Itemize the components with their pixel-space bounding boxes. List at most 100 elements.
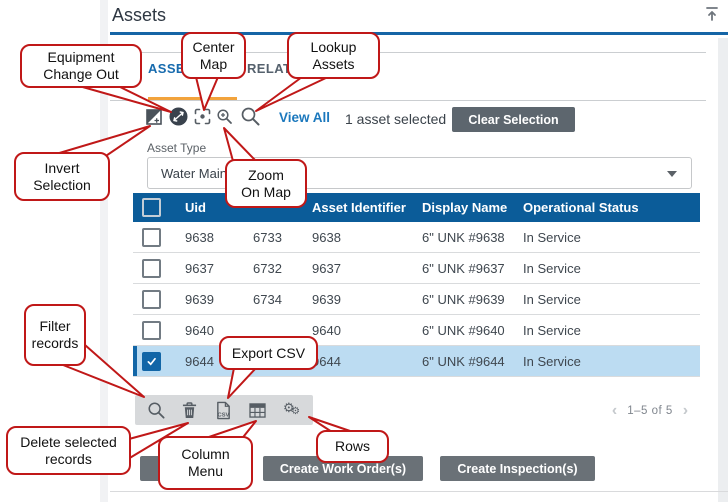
page-title: Assets xyxy=(112,5,167,25)
rows-settings-icon[interactable]: ⚙ ⚙ xyxy=(283,400,300,417)
row-checkbox[interactable] xyxy=(142,258,161,278)
cell-uid: 9637 xyxy=(185,260,214,276)
callout-text: Zoom xyxy=(248,166,284,183)
asset-type-label: Asset Type xyxy=(147,141,207,155)
cell-display-name: 6" UNK #9639 xyxy=(422,291,505,307)
cell-asset-identifier: 9640 xyxy=(312,322,341,338)
zoom-on-map-icon[interactable] xyxy=(216,108,233,125)
table-header-row: Uid Asset Identifier Display Name Operat… xyxy=(133,193,700,222)
callout-text: On Map xyxy=(241,183,291,200)
tabs-bottom-divider xyxy=(110,100,706,101)
column-header-asset-identifier[interactable]: Asset Identifier xyxy=(312,200,406,215)
callout-text: records xyxy=(31,335,79,351)
tail-lookup-assets xyxy=(255,76,329,112)
table-row[interactable]: 9637 6732 9637 6" UNK #9637 In Service xyxy=(133,253,700,284)
column-header-uid[interactable]: Uid xyxy=(185,200,206,215)
row-checkbox[interactable] xyxy=(142,320,161,340)
export-csv-icon[interactable]: CSV xyxy=(215,401,232,420)
column-menu-icon[interactable] xyxy=(249,402,266,418)
cell-col2: 6732 xyxy=(253,260,282,276)
cell-operational-status: In Service xyxy=(523,353,581,369)
equipment-change-out-icon[interactable] xyxy=(169,107,188,126)
cell-uid: 9644 xyxy=(185,353,214,369)
svg-text:CSV: CSV xyxy=(217,412,229,418)
page-next-icon[interactable]: › xyxy=(682,402,689,419)
callout-text: Center xyxy=(192,38,235,55)
cell-display-name: 6" UNK #9644 xyxy=(422,353,505,369)
cell-asset-identifier: 9639 xyxy=(312,291,341,307)
header-divider xyxy=(110,32,728,35)
callout-text: Assets xyxy=(312,55,355,72)
callout-center-map: Center Map xyxy=(181,32,246,79)
table-actions-toolbar: CSV ⚙ ⚙ xyxy=(135,395,313,425)
callout-column-menu: Column Menu xyxy=(158,436,253,490)
invert-selection-icon[interactable] xyxy=(146,109,162,125)
callout-text: Equipment xyxy=(47,49,115,65)
callout-filter-records: Filter records xyxy=(24,304,86,366)
cell-operational-status: In Service xyxy=(523,229,581,245)
tail-center-map xyxy=(195,76,219,111)
column-header-display-name[interactable]: Display Name xyxy=(422,200,508,215)
cell-asset-identifier: 9644 xyxy=(312,353,341,369)
chevron-down-icon xyxy=(667,171,677,177)
row-checkbox[interactable] xyxy=(142,227,161,247)
create-inspection-button[interactable]: Create Inspection(s) xyxy=(440,456,595,481)
callout-text: records xyxy=(45,450,92,467)
select-all-checkbox[interactable] xyxy=(142,198,161,217)
pagination: ‹ 1–5 of 5 › xyxy=(598,400,702,422)
tabs-top-divider xyxy=(110,52,706,53)
callout-text: Filter xyxy=(39,318,71,334)
cell-operational-status: In Service xyxy=(523,291,581,307)
callout-text: Column xyxy=(181,446,230,462)
tab-related[interactable]: RELAT xyxy=(247,61,292,76)
callout-rows: Rows xyxy=(316,430,389,463)
table-row[interactable]: 9640 9640 6" UNK #9640 In Service xyxy=(133,315,700,346)
callout-text: Selection xyxy=(33,176,91,193)
callout-export-csv: Export CSV xyxy=(219,336,318,370)
cell-uid: 9638 xyxy=(185,229,214,245)
panel-left-edge xyxy=(100,0,108,502)
lookup-assets-icon[interactable] xyxy=(240,106,260,126)
center-map-icon[interactable] xyxy=(194,108,211,125)
row-checkbox-checked[interactable] xyxy=(142,351,161,371)
filter-records-icon[interactable] xyxy=(147,401,165,419)
selected-row-indicator xyxy=(133,346,137,376)
cell-display-name: 6" UNK #9640 xyxy=(422,322,505,338)
cell-display-name: 6" UNK #9637 xyxy=(422,260,505,276)
active-tab-indicator xyxy=(148,97,237,100)
callout-invert-selection: Invert Selection xyxy=(14,152,110,201)
callout-text: Export CSV xyxy=(231,344,306,361)
delete-records-icon[interactable] xyxy=(182,401,197,419)
callout-text: Menu xyxy=(187,463,224,479)
cell-col2: 6734 xyxy=(253,291,282,307)
cell-operational-status: In Service xyxy=(523,260,581,276)
column-header-operational-status[interactable]: Operational Status xyxy=(523,200,639,215)
table-row[interactable]: 9638 6733 9638 6" UNK #9638 In Service xyxy=(133,222,700,253)
cell-operational-status: In Service xyxy=(523,322,581,338)
view-all-link[interactable]: View All xyxy=(279,110,331,125)
callout-zoom-on-map: Zoom On Map xyxy=(225,159,307,208)
callout-text: Delete selected xyxy=(20,433,117,450)
cell-uid: 9640 xyxy=(185,322,214,338)
callout-text: Rows xyxy=(334,438,370,454)
collapse-panel-icon[interactable] xyxy=(703,5,721,23)
table-row[interactable]: 9639 6734 9639 6" UNK #9639 In Service xyxy=(133,284,700,315)
page-range-label: 1–5 of 5 xyxy=(627,405,673,417)
callout-lookup-assets: Lookup Assets xyxy=(287,32,380,79)
cell-uid: 9639 xyxy=(185,291,214,307)
cell-asset-identifier: 9638 xyxy=(312,229,341,245)
callout-delete-selected-records: Delete selected records xyxy=(6,426,131,475)
cell-asset-identifier: 9637 xyxy=(312,260,341,276)
selection-status: 1 asset selected xyxy=(345,111,447,127)
callout-text: Lookup xyxy=(310,38,357,55)
callout-text: Invert xyxy=(44,159,80,176)
cell-col2: 6733 xyxy=(253,229,282,245)
callout-text: Change Out xyxy=(43,66,119,82)
row-checkbox[interactable] xyxy=(142,289,161,309)
page-prev-icon[interactable]: ‹ xyxy=(611,402,618,419)
callout-equipment-change-out: Equipment Change Out xyxy=(20,44,142,88)
panel-footer-divider xyxy=(110,491,728,492)
clear-selection-button[interactable]: Clear Selection xyxy=(452,107,575,132)
panel-scrollbar-track[interactable] xyxy=(718,38,728,502)
